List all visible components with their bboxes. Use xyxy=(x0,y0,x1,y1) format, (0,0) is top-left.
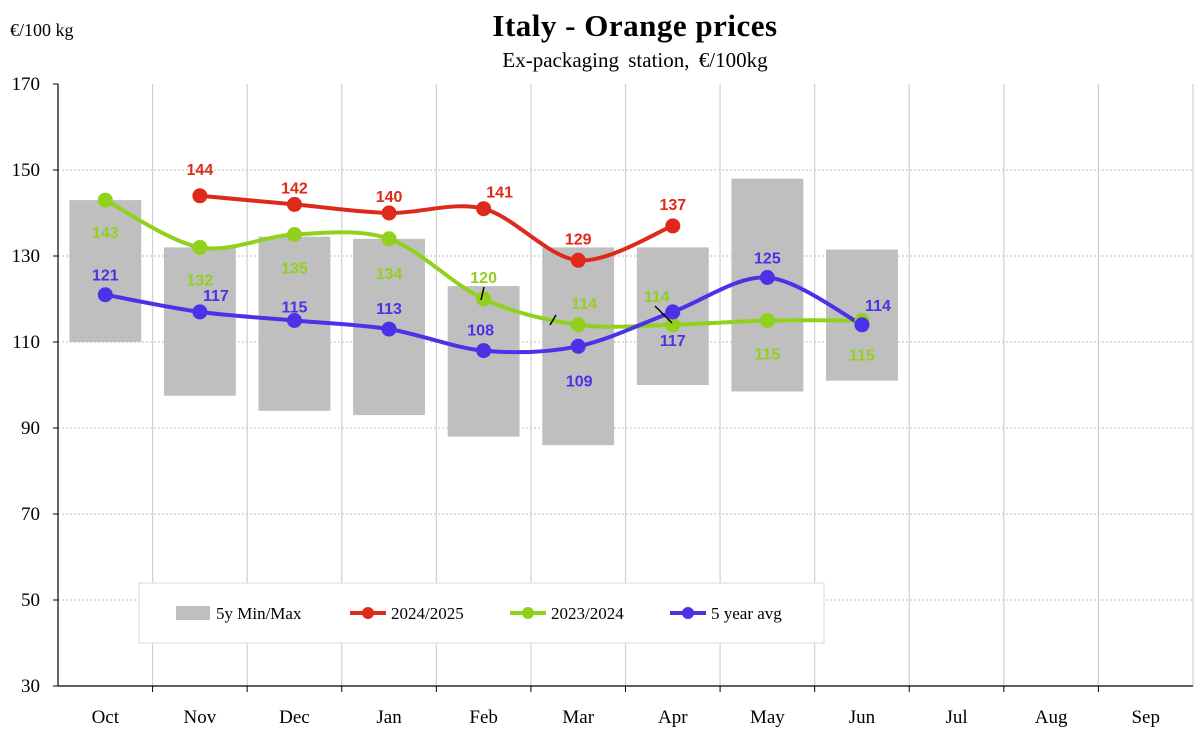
data-point xyxy=(570,252,586,268)
legend-swatch-marker xyxy=(682,607,694,619)
data-point xyxy=(476,201,492,217)
data-point xyxy=(286,196,302,212)
data-label: 108 xyxy=(467,323,494,340)
y-tick-label: 90 xyxy=(21,418,40,439)
data-point xyxy=(192,239,208,255)
min-max-bands xyxy=(69,178,898,446)
y-tick-label: 30 xyxy=(21,676,40,697)
y-tick-label: 110 xyxy=(12,332,40,353)
legend-swatch-marker xyxy=(522,607,534,619)
data-point xyxy=(570,317,586,333)
data-label: 120 xyxy=(470,270,497,287)
data-point xyxy=(476,343,492,359)
data-label: 141 xyxy=(486,185,513,202)
data-labels: 144 142 140 141 129 137 143 132 135 134 120 114 114 1… xyxy=(92,162,891,390)
data-label: 143 xyxy=(92,225,119,242)
x-tick-label: Jul xyxy=(945,707,967,728)
data-label: 114 xyxy=(865,298,891,315)
data-point xyxy=(665,304,681,320)
data-point xyxy=(192,304,208,320)
y-tick-label: 130 xyxy=(12,246,41,267)
data-label: 144 xyxy=(187,162,214,179)
x-tick-label: Sep xyxy=(1131,707,1160,728)
legend-label: 2024/2025 xyxy=(391,604,464,623)
legend-label: 2023/2024 xyxy=(551,604,624,623)
data-label: 125 xyxy=(754,251,781,268)
series-points xyxy=(97,188,870,359)
data-point xyxy=(759,270,775,285)
chart-subtitle: Ex-packaging station, €/100kg xyxy=(502,48,768,72)
legend-swatch-marker xyxy=(362,607,374,619)
x-tick-label: Jan xyxy=(376,707,402,728)
label-leader-line xyxy=(654,305,673,324)
data-label: 114 xyxy=(644,289,670,306)
y-tick-label: 150 xyxy=(12,160,41,181)
data-label: 117 xyxy=(660,333,686,350)
y-tick-label: 70 xyxy=(21,504,40,525)
data-label: 115 xyxy=(282,300,308,317)
x-tick-label: Mar xyxy=(562,707,594,728)
data-point xyxy=(286,227,302,242)
data-point xyxy=(286,313,302,328)
legend: 5y Min/Max 2024/2025 2023/2024 5 year avg xyxy=(138,582,825,644)
data-label: 137 xyxy=(659,197,686,214)
data-point xyxy=(381,205,397,221)
data-point xyxy=(665,218,681,234)
data-point xyxy=(854,317,870,333)
data-point xyxy=(97,192,113,208)
y-tick-label: 50 xyxy=(21,590,40,611)
data-point xyxy=(192,188,208,204)
data-label: 114 xyxy=(571,296,597,313)
data-point xyxy=(97,287,113,303)
label-leader-line xyxy=(549,314,557,326)
data-point xyxy=(476,291,492,307)
label-leader-line xyxy=(480,286,485,301)
data-point xyxy=(759,313,775,328)
minmax-bar xyxy=(69,200,142,342)
x-tick-label: Nov xyxy=(184,707,217,728)
data-point xyxy=(381,321,397,337)
legend-swatch-band xyxy=(176,606,210,620)
chart-title: Italy - Orange prices xyxy=(492,8,778,43)
x-tick-label: Feb xyxy=(469,707,498,728)
data-label: 142 xyxy=(281,180,308,197)
data-label: 140 xyxy=(376,189,403,206)
legend-label: 5 year avg xyxy=(711,604,782,623)
x-tick-label: Apr xyxy=(658,707,688,728)
minmax-bar xyxy=(447,286,520,437)
x-tick-label: Aug xyxy=(1035,707,1068,728)
minmax-bar xyxy=(163,247,236,396)
x-tick-label: May xyxy=(750,707,785,728)
axes: 30 50 70 90 110 130 150 170 Oct Nov Dec Jan Feb Mar Ap… xyxy=(12,74,1193,728)
data-point xyxy=(381,231,397,247)
data-label: 129 xyxy=(565,231,592,248)
legend-box xyxy=(138,582,825,644)
data-label: 135 xyxy=(281,261,308,278)
x-tick-label: Oct xyxy=(92,707,120,728)
data-label: 115 xyxy=(754,347,780,364)
data-label: 132 xyxy=(187,272,214,289)
data-label: 113 xyxy=(376,301,402,318)
data-point xyxy=(570,338,586,354)
data-label: 109 xyxy=(566,373,593,390)
y-axis-unit-label: €/100 kg xyxy=(10,20,74,40)
data-label: 117 xyxy=(203,288,229,305)
data-label: 115 xyxy=(849,348,875,365)
x-tick-label: Jun xyxy=(849,707,876,728)
x-tick-label: Dec xyxy=(279,707,310,728)
y-tick-label: 170 xyxy=(12,74,41,95)
data-label: 134 xyxy=(376,266,403,283)
legend-label: 5y Min/Max xyxy=(216,604,302,623)
data-label: 121 xyxy=(92,268,119,285)
